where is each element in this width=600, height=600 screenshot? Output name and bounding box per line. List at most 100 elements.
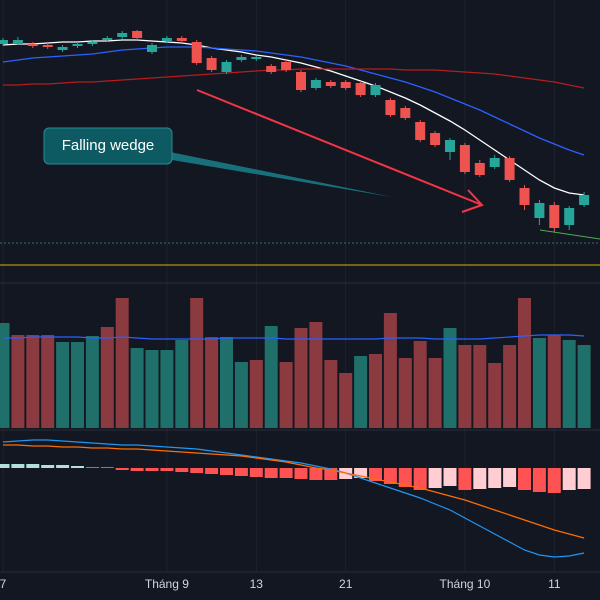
candle-body xyxy=(87,42,98,44)
macd-pane xyxy=(0,439,591,558)
trend-arrow xyxy=(196,89,483,206)
line xyxy=(3,68,585,89)
volume-bar xyxy=(115,298,129,428)
volume-bar xyxy=(56,342,70,428)
histogram-bar xyxy=(309,468,323,480)
x-tick-label: Tháng 9 xyxy=(145,577,189,591)
volume-bar xyxy=(562,340,576,428)
candle-body xyxy=(474,163,485,175)
volume-bar xyxy=(324,360,338,428)
volume-bar xyxy=(26,335,40,428)
candle-body xyxy=(400,108,411,118)
volume-pane xyxy=(0,298,591,428)
volume-bar xyxy=(100,327,114,428)
volume-bar xyxy=(339,373,353,428)
candle-body xyxy=(415,122,426,140)
candle-body xyxy=(206,58,217,70)
candle-body xyxy=(519,188,530,205)
volume-bar xyxy=(190,298,204,428)
candle-body xyxy=(221,62,232,72)
candle-body xyxy=(459,145,470,172)
volume-bar xyxy=(264,326,278,428)
histogram-bar xyxy=(413,468,427,490)
volume-bar xyxy=(577,345,591,428)
x-tick-label: 7 xyxy=(0,577,7,591)
volume-bar xyxy=(220,337,233,428)
candle-body xyxy=(0,40,8,44)
callout-text: Falling wedge xyxy=(62,137,155,154)
histogram-bar xyxy=(473,468,487,489)
histogram-bar xyxy=(71,466,84,468)
volume-bar xyxy=(398,358,412,428)
volume-bar xyxy=(175,340,189,428)
histogram-bar xyxy=(115,468,129,470)
candle-body xyxy=(296,72,306,90)
candle-body xyxy=(370,85,381,95)
volume-bar xyxy=(488,363,502,428)
candle-body xyxy=(27,44,38,46)
candle-body xyxy=(102,38,113,40)
candle-body xyxy=(72,44,83,46)
candle-body xyxy=(579,195,590,205)
arrow-head xyxy=(461,189,484,213)
line xyxy=(3,334,585,340)
volume-bar xyxy=(518,298,531,428)
volume-bar xyxy=(41,335,55,428)
histogram-bar xyxy=(354,468,368,478)
histogram-bar xyxy=(100,467,114,468)
histogram-bar xyxy=(130,468,144,471)
histogram-bar xyxy=(56,465,70,468)
candle-body xyxy=(176,38,187,41)
volume-bar xyxy=(413,341,427,428)
histogram-bar xyxy=(532,468,546,492)
volume-bar xyxy=(85,336,99,428)
histogram-bar xyxy=(547,468,561,493)
volume-bar xyxy=(160,350,174,428)
histogram-bar xyxy=(145,468,159,471)
histogram-bar xyxy=(518,468,531,490)
volume-bar xyxy=(503,345,517,428)
candle-body xyxy=(117,33,128,37)
candle-body xyxy=(191,42,202,63)
volume-bar xyxy=(458,345,472,428)
volume-bar xyxy=(309,322,323,428)
volume-bar xyxy=(205,337,219,428)
price-pane xyxy=(0,30,590,232)
histogram-bar xyxy=(503,468,517,487)
callout-pointer xyxy=(160,150,392,197)
volume-bar xyxy=(294,328,308,428)
histogram-bar xyxy=(11,464,25,468)
histogram-bar xyxy=(220,468,233,475)
volume-bar xyxy=(443,328,457,428)
histogram-bar xyxy=(428,468,442,488)
candle-body xyxy=(534,203,545,218)
candle-body xyxy=(132,31,143,38)
volume-bar xyxy=(532,338,546,428)
x-tick-label: 13 xyxy=(250,577,264,591)
volume-bar xyxy=(369,354,382,428)
histogram-bar xyxy=(383,468,397,484)
volume-bar xyxy=(71,342,84,428)
candle-body xyxy=(57,47,68,50)
x-tick-label: 11 xyxy=(548,577,561,591)
histogram-bar xyxy=(190,468,204,473)
candle-body xyxy=(266,66,277,72)
candle-body xyxy=(236,57,247,60)
volume-bar xyxy=(249,360,263,428)
histogram-bar xyxy=(488,468,502,488)
candle-body xyxy=(310,80,321,88)
histogram-bar xyxy=(249,468,263,477)
candle-body xyxy=(251,57,262,59)
histogram-bar xyxy=(205,468,219,474)
candle-body xyxy=(12,40,23,44)
histogram-bar xyxy=(0,464,10,468)
volume-bar xyxy=(0,323,10,428)
volume-bar xyxy=(354,356,368,428)
volume-bar xyxy=(279,362,293,428)
volume-bar xyxy=(145,350,159,428)
candle-body xyxy=(504,158,515,180)
histogram-bar xyxy=(294,468,308,479)
histogram-bar xyxy=(175,468,189,472)
histogram-bar xyxy=(279,468,293,478)
